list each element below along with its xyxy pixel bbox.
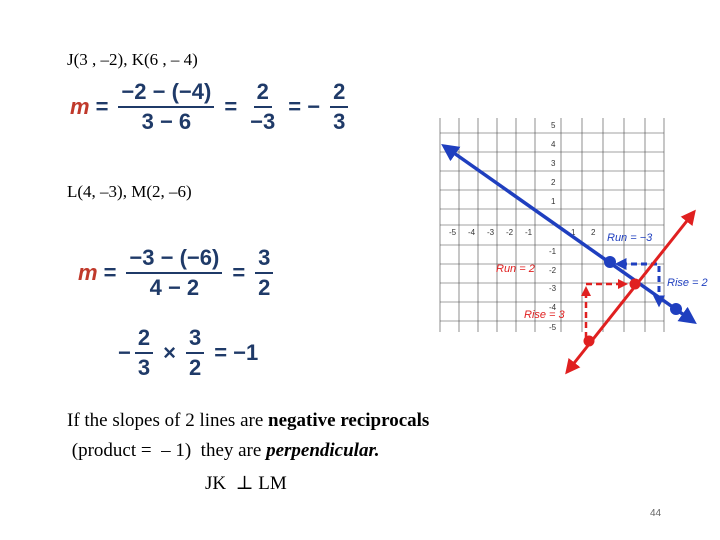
annotation-rise-blue: Rise = 2 — [667, 277, 708, 289]
slope-equation-lm: m = −3 − (−6) 4 − 2 = 3 2 — [78, 245, 277, 301]
numerator: 2 — [330, 79, 349, 109]
equals-negative: = − — [288, 94, 321, 120]
line-jk — [441, 143, 697, 325]
x-tick-label: -5 — [449, 228, 457, 237]
conclusion: JK ⊥ LM — [205, 473, 287, 494]
fraction-first: 2 3 — [134, 325, 154, 381]
times-sign: × — [163, 340, 176, 366]
fraction-difference: −2 − (−4) 3 − 6 — [118, 79, 215, 135]
point-m — [583, 335, 595, 347]
statement-line-1-bold: negative reciprocals — [268, 410, 430, 431]
denominator: 3 — [333, 109, 346, 135]
fraction-difference: −3 − (−6) 4 − 2 — [126, 245, 223, 301]
denominator: 4 − 2 — [149, 275, 200, 301]
statement-line-2-text: (product = – 1) they are — [67, 440, 267, 461]
fraction-simplified: 2 −3 — [247, 79, 278, 135]
x-tick-label: -3 — [487, 228, 495, 237]
y-tick-label: 3 — [551, 159, 556, 168]
annotation-run-blue: Run = −3 — [607, 232, 653, 244]
graph-grid — [439, 118, 665, 332]
points-lm-label: L(4, –3), M(2, –6) — [67, 182, 192, 201]
y-tick-label: 2 — [551, 178, 556, 187]
statement-line-2: (product = – 1) they are perpendicular. — [67, 440, 380, 462]
numerator: 3 — [255, 245, 274, 275]
denominator: −3 — [250, 109, 276, 135]
y-tick-label: -1 — [549, 247, 557, 256]
equals-sign: = — [95, 94, 109, 120]
y-tick-label: 4 — [551, 140, 556, 149]
product-equation: − 2 3 × 3 2 = −1 — [118, 325, 264, 381]
slope-symbol: m — [78, 260, 98, 286]
slope-equation-jk: m = −2 − (−4) 3 − 6 = 2 −3 = − 2 3 — [70, 79, 352, 135]
y-tick-label: -5 — [549, 323, 557, 332]
numerator: −2 − (−4) — [118, 79, 215, 109]
point-k — [670, 303, 682, 315]
points-jk-label: J(3 , –2), K(6 , – 4) — [67, 50, 198, 69]
x-tick-label: -2 — [506, 228, 514, 237]
point-j — [604, 256, 616, 268]
x-tick-label: -4 — [468, 228, 476, 237]
fraction-second: 3 2 — [185, 325, 205, 381]
slide-number: 44 — [650, 508, 662, 519]
denominator: 2 — [258, 275, 271, 301]
negative-sign: − — [118, 340, 131, 366]
statement-line-2-bold: perpendicular. — [266, 440, 380, 461]
x-tick-label: -1 — [525, 228, 533, 237]
numerator: 2 — [253, 79, 272, 109]
statement-line-1-text: If the slopes of 2 lines are — [67, 410, 269, 431]
x-tick-label: 2 — [591, 228, 596, 237]
y-tick-label: 1 — [551, 197, 556, 206]
fraction-result: 2 3 — [330, 79, 349, 135]
y-tick-label: 5 — [551, 121, 556, 130]
annotation-run-red: Run = 2 — [496, 263, 535, 275]
fraction-result: 3 2 — [255, 245, 274, 301]
slope-symbol: m — [70, 94, 90, 120]
equals-sign: = — [103, 260, 117, 286]
point-l — [629, 278, 641, 290]
numerator: −3 − (−6) — [126, 245, 223, 275]
y-tick-label: -3 — [549, 284, 557, 293]
product-result: = −1 — [214, 340, 259, 366]
equals-sign: = — [224, 94, 238, 120]
equals-sign: = — [232, 260, 246, 286]
y-tick-label: -2 — [549, 266, 557, 275]
statement-line-1: If the slopes of 2 lines are negative re… — [67, 410, 429, 432]
denominator: 3 − 6 — [141, 109, 192, 135]
denominator: 3 — [137, 355, 151, 381]
annotation-rise-red: Rise = 3 — [524, 309, 566, 321]
denominator: 2 — [188, 355, 202, 381]
numerator: 2 — [134, 325, 154, 355]
numerator: 3 — [185, 325, 205, 355]
